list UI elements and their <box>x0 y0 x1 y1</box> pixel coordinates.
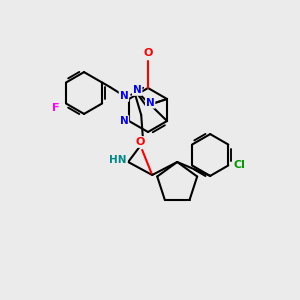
Text: O: O <box>143 48 153 58</box>
Text: HN: HN <box>110 155 127 165</box>
Text: F: F <box>52 103 60 113</box>
Text: N: N <box>120 91 128 101</box>
Text: N: N <box>133 85 142 95</box>
Text: N: N <box>146 98 154 108</box>
Text: O: O <box>136 137 145 147</box>
Text: Cl: Cl <box>233 160 245 170</box>
Text: N: N <box>120 116 128 126</box>
